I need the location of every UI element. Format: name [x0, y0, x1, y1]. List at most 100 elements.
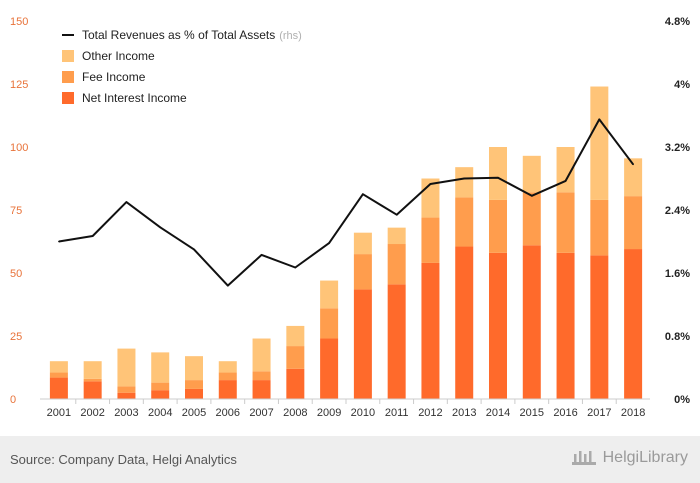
source-text: Source: Company Data, Helgi Analytics — [10, 452, 237, 467]
legend-box-swatch — [62, 50, 74, 62]
bar-segment — [590, 86, 609, 200]
line-point — [429, 183, 432, 185]
line-point — [530, 195, 533, 197]
x-tick-label: 2017 — [587, 407, 611, 419]
x-tick-label: 2013 — [452, 407, 476, 419]
x-tick-label: 2003 — [114, 407, 138, 419]
bar-segment — [387, 284, 406, 399]
bar-segment — [286, 368, 305, 399]
bar-segment — [185, 356, 203, 381]
bar-segment — [387, 227, 406, 245]
bar-segment — [320, 338, 339, 399]
bar-segment — [556, 192, 575, 253]
legend-label: Total Revenues as % of Total Assets — [82, 28, 275, 42]
line-point — [632, 163, 634, 166]
x-tick-label: 2008 — [283, 407, 307, 419]
left-tick-label: 0 — [10, 394, 16, 406]
bar-segment — [83, 378, 102, 382]
right-tick-label: 3.2% — [665, 142, 690, 154]
bar-segment — [320, 280, 339, 309]
bar-segment — [286, 325, 305, 347]
bar-segment — [117, 386, 136, 393]
bar-segment — [522, 192, 541, 246]
bar-segment — [286, 346, 305, 369]
bar-segment — [252, 380, 271, 399]
bar-segment — [218, 380, 237, 399]
x-tick-label: 2016 — [553, 407, 577, 419]
bar-segment — [353, 289, 372, 399]
bar-segment — [590, 255, 609, 399]
line-point — [91, 235, 94, 237]
revenue-ratio-line — [58, 118, 634, 287]
right-tick-label: 1.6% — [665, 268, 690, 280]
bar-segment — [151, 382, 170, 391]
line-point — [497, 176, 499, 179]
line-point — [193, 248, 195, 251]
x-tick-label: 2006 — [216, 407, 240, 419]
bar-segment — [83, 361, 102, 379]
x-tick-label: 2009 — [317, 407, 341, 419]
x-tick-label: 2011 — [385, 407, 409, 419]
line-point — [598, 118, 601, 121]
bar-segment — [387, 244, 406, 285]
bar-segment — [522, 155, 541, 193]
legend-box-swatch — [62, 92, 74, 104]
left-tick-label: 100 — [10, 142, 28, 154]
x-tick-label: 2002 — [80, 407, 104, 419]
x-tick-label: 2012 — [418, 407, 442, 419]
bar-segment — [455, 167, 474, 198]
bar-segment — [151, 390, 170, 399]
bar-segment — [421, 217, 440, 263]
bar-segment — [624, 158, 643, 197]
legend-box-swatch — [62, 71, 74, 83]
line-point — [463, 177, 466, 180]
bar-segment — [218, 372, 237, 381]
x-tick-label: 2007 — [249, 407, 273, 419]
bar-segment — [151, 352, 170, 383]
bar-segment — [252, 371, 271, 381]
x-tick-label: 2014 — [486, 407, 510, 419]
right-tick-label: 2.4% — [665, 205, 690, 217]
line-point — [328, 242, 330, 244]
brand: HelgiLibrary — [571, 448, 688, 468]
bar-segment — [455, 246, 474, 399]
bar-segment — [185, 388, 203, 399]
bar-segment — [252, 338, 271, 372]
bar-segment — [49, 377, 68, 399]
x-tick-label: 2010 — [351, 407, 375, 419]
bar-segment — [353, 254, 372, 290]
left-tick-label: 50 — [10, 268, 22, 280]
bar-segment — [489, 199, 507, 253]
line-point — [58, 240, 60, 243]
line-point — [362, 193, 364, 196]
right-tick-label: 0% — [674, 394, 690, 406]
line-point — [395, 213, 398, 216]
bar-segment — [117, 348, 136, 387]
line-series-group — [58, 118, 634, 287]
x-tick-label: 2004 — [148, 407, 172, 419]
line-point — [260, 254, 263, 256]
legend-label: Other Income — [82, 49, 155, 63]
x-axis: 2001 2002 2003 2004 2005 2006 2007 2008 2009 2010… — [47, 399, 645, 419]
x-tick-label: 2005 — [182, 407, 206, 419]
bar-segment — [83, 381, 102, 399]
left-tick-label: 150 — [10, 16, 28, 28]
line-point — [159, 226, 162, 229]
bar-segment — [117, 392, 136, 399]
bar-segment — [218, 361, 237, 373]
right-tick-label: 4% — [674, 79, 690, 91]
bar-segment — [624, 249, 643, 399]
x-tick-label: 2015 — [520, 407, 544, 419]
line-point — [226, 284, 229, 287]
bar-segment — [556, 252, 575, 399]
helgi-logo-icon — [571, 451, 596, 465]
legend-label: Fee Income — [82, 70, 146, 84]
bar-segment — [624, 196, 643, 250]
x-tick-label: 2018 — [621, 407, 645, 419]
left-tick-label: 75 — [10, 205, 22, 217]
right-tick-label: 0.8% — [665, 331, 690, 343]
left-tick-label: 125 — [10, 79, 28, 91]
bar-segment — [320, 308, 339, 339]
bar-segment — [590, 199, 609, 256]
